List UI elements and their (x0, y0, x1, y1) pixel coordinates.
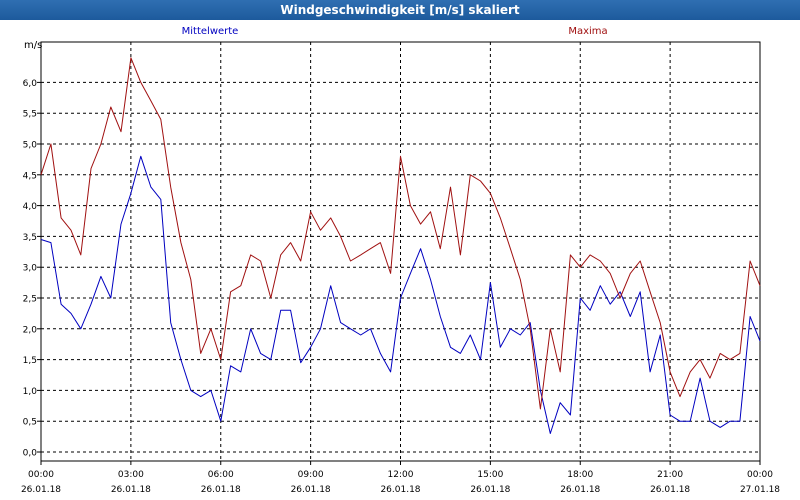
x-tick-date: 26.01.18 (201, 485, 241, 495)
legend-maxima: Maxima (568, 26, 607, 37)
x-tick-time: 12:00 (388, 470, 414, 480)
x-tick-time: 21:00 (657, 470, 683, 480)
y-tick-label: 6,0 (23, 79, 38, 89)
series-lines (40, 57, 761, 434)
y-tick-label: 3,5 (23, 233, 37, 243)
chart-plot: m/s Mittelwerte Maxima 0,0 0,5 1,0 1,5 2,0 2,… (21, 26, 780, 495)
x-tick-date: 26.01.18 (560, 485, 600, 495)
x-tick-date: 26.01.18 (380, 485, 420, 495)
x-tick-time: 00:00 (747, 470, 773, 480)
y-tick-label: 1,5 (23, 356, 37, 366)
x-tick-date: 26.01.18 (470, 485, 510, 495)
y-tick-label: 0,5 (23, 418, 37, 428)
y-tick-label: 4,0 (23, 202, 38, 212)
series-line-mittelwerte (40, 155, 761, 434)
y-unit-label: m/s (24, 40, 42, 51)
x-tick-time: 18:00 (567, 470, 593, 480)
legend-mittelwerte: Mittelwerte (182, 26, 239, 37)
x-tick-time: 00:00 (28, 470, 54, 480)
x-tick-time: 03:00 (118, 470, 144, 480)
y-tick-label: 3,0 (23, 264, 38, 274)
x-tick-date: 26.01.18 (111, 485, 151, 495)
x-tick-time: 06:00 (208, 470, 234, 480)
y-tick-label: 4,5 (23, 171, 37, 181)
series-line-maxima (40, 57, 761, 410)
x-tick-date: 26.01.18 (650, 485, 690, 495)
y-tick-label: 2,5 (23, 295, 37, 305)
y-tick-label: 5,5 (23, 110, 37, 120)
y-tick-label: 2,0 (23, 325, 38, 335)
grid (41, 42, 760, 461)
x-tick-time: 15:00 (477, 470, 503, 480)
y-tick-label: 1,0 (23, 387, 38, 397)
x-tick-time: 09:00 (298, 470, 324, 480)
y-tick-label: 5,0 (23, 141, 38, 151)
window-title: Windgeschwindigkeit [m/s] skaliert (0, 0, 800, 20)
x-tick-date: 26.01.18 (291, 485, 331, 495)
y-axis: 0,0 0,5 1,0 1,5 2,0 2,5 3,0 3,5 4,0 4,5 5,0 5,5 6,0 (23, 79, 41, 459)
x-tick-date: 27.01.18 (740, 485, 780, 495)
x-axis: 00:00 26.01.18 03:00 26.01.18 06:00 26.01.18 0… (21, 461, 780, 495)
x-tick-date: 26.01.18 (21, 485, 61, 495)
y-tick-label: 0,0 (23, 449, 38, 459)
